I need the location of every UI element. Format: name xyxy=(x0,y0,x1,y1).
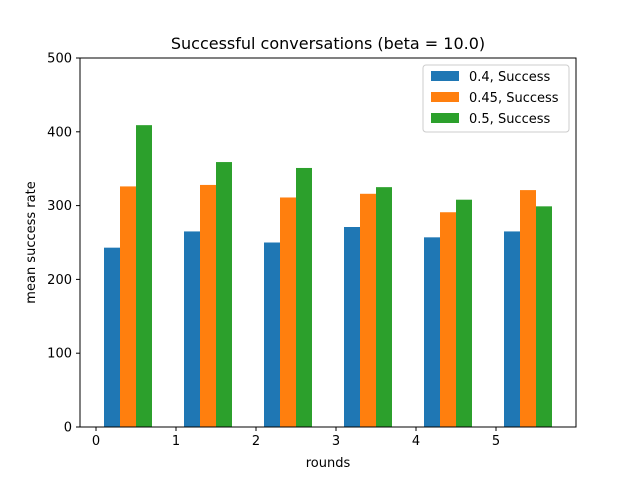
x-tick-label: 2 xyxy=(252,434,260,449)
legend-label-3: 0.5, Success xyxy=(469,112,550,127)
bar-series-1-round-1 xyxy=(184,231,200,427)
legend-label-1: 0.4, Success xyxy=(469,70,550,85)
legend: 0.4, Success 0.45, Success 0.5, Success xyxy=(422,64,570,133)
bar-series-1-round-0 xyxy=(104,247,120,427)
y-axis: 0 100 200 300 400 500 xyxy=(47,52,80,436)
x-tick-label: 3 xyxy=(332,434,340,449)
bar-series-2-round-4 xyxy=(440,212,456,427)
y-axis-label: mean success rate xyxy=(24,181,39,303)
y-tick-label: 400 xyxy=(47,125,72,140)
legend-swatch-2 xyxy=(431,92,459,102)
y-tick-label: 500 xyxy=(47,52,72,67)
bar-series-3-round-2 xyxy=(296,167,312,427)
x-axis-label: rounds xyxy=(306,456,351,471)
legend-box xyxy=(422,64,570,133)
bar-series-3-round-4 xyxy=(456,199,472,427)
bar-series-1-round-2 xyxy=(264,242,280,427)
bar-series-2-round-1 xyxy=(200,184,216,427)
bar-series-2-round-2 xyxy=(280,197,296,427)
bar-series-3-round-0 xyxy=(136,125,152,428)
bar-series-2-round-3 xyxy=(360,193,376,427)
bar-series-3-round-5 xyxy=(536,206,552,427)
bar-series-1-round-5 xyxy=(504,231,520,427)
y-tick-label: 300 xyxy=(47,199,72,214)
x-tick-label: 1 xyxy=(172,434,180,449)
bar-series-3-round-1 xyxy=(216,162,232,428)
x-axis: 0 1 2 3 4 5 xyxy=(92,427,500,449)
legend-label-2: 0.45, Success xyxy=(469,91,559,106)
bar-series-2-round-0 xyxy=(120,186,136,427)
y-tick-label: 200 xyxy=(47,273,72,288)
legend-swatch-3 xyxy=(431,113,459,123)
bar-series-2-round-5 xyxy=(520,190,536,427)
x-tick-label: 0 xyxy=(92,434,100,449)
bar-series-3-round-3 xyxy=(376,187,392,427)
bars-group xyxy=(104,125,552,428)
x-tick-label: 4 xyxy=(412,434,420,449)
y-tick-label: 0 xyxy=(64,421,72,436)
bar-series-1-round-3 xyxy=(344,227,360,427)
chart-title: Successful conversations (beta = 10.0) xyxy=(171,34,485,53)
legend-swatch-1 xyxy=(431,71,459,81)
x-tick-label: 5 xyxy=(492,434,500,449)
y-tick-label: 100 xyxy=(47,347,72,362)
bar-series-1-round-4 xyxy=(424,237,440,427)
plot-frame xyxy=(79,57,577,428)
